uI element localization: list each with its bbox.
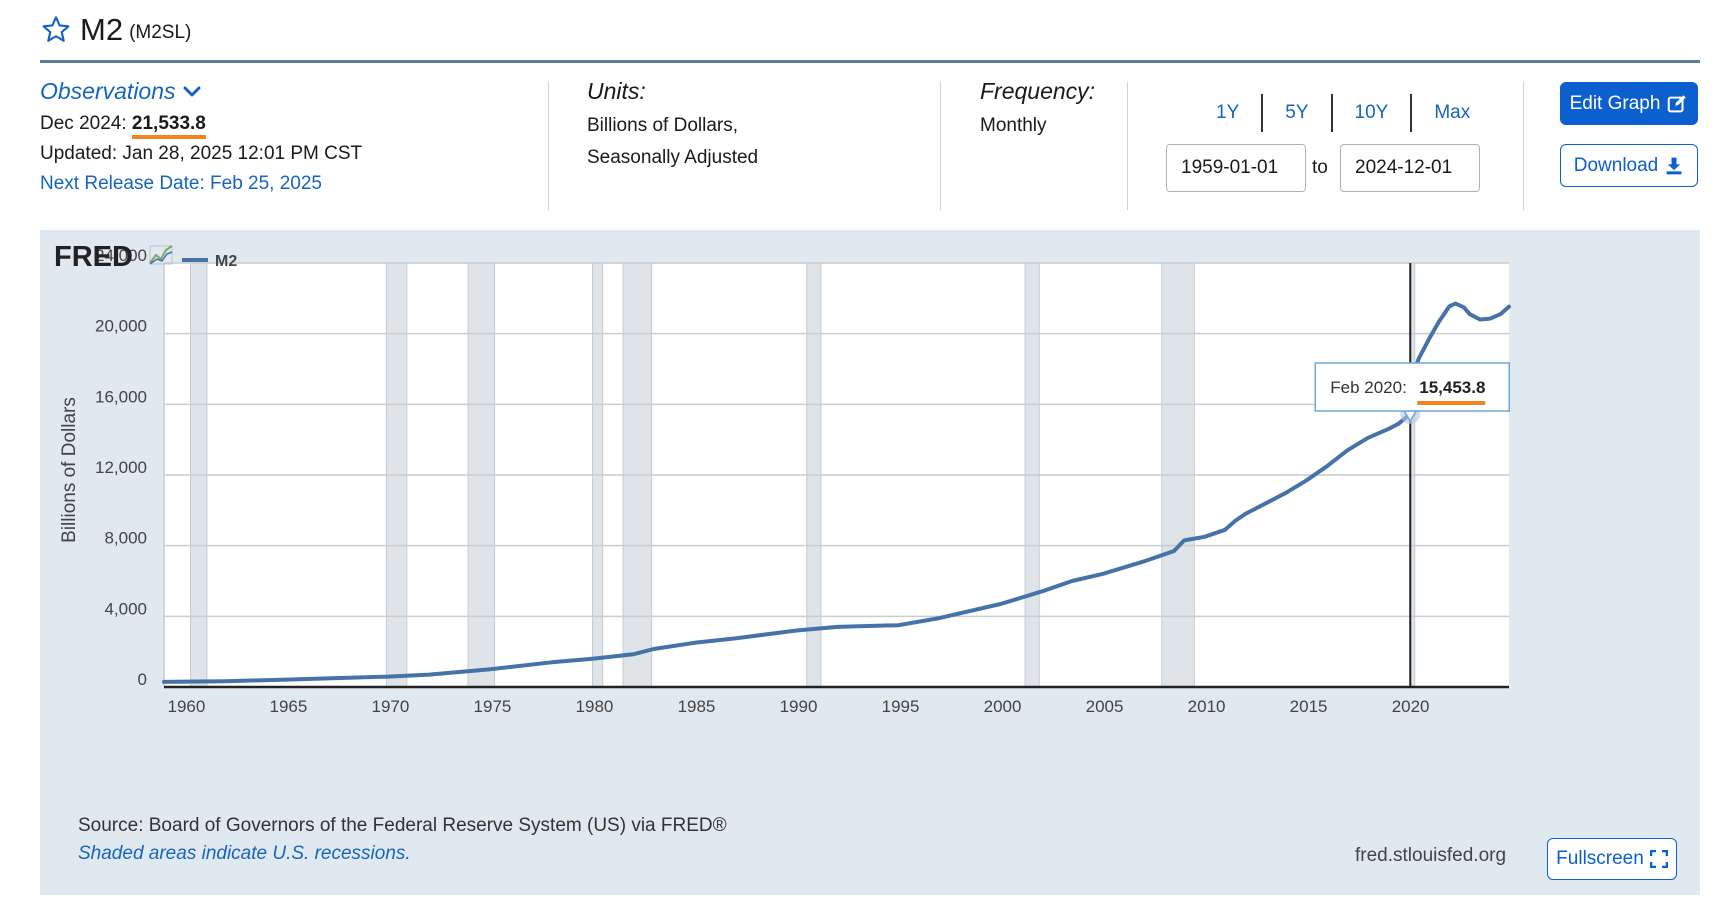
chart-panel: 0 4,000 8,000 12,000 16,000 20,000 24,000 1960… — [40, 230, 1700, 895]
x-tick-label: 2010 — [1188, 697, 1226, 716]
observations-panel: Observations Dec 2024: 21,533.8 Updated:… — [40, 78, 362, 195]
x-tick-label: 1965 — [270, 697, 308, 716]
source-note: Source: Board of Governors of the Federa… — [78, 815, 727, 836]
x-tick-label: 1990 — [780, 697, 818, 716]
range-separator — [1410, 94, 1413, 132]
legend: FRED M2 — [54, 241, 237, 273]
y-tick-label: 4,000 — [104, 599, 147, 618]
y-tick-label: 8,000 — [104, 529, 147, 548]
y-axis-label: Billions of Dollars — [59, 397, 80, 543]
latest-value: 21,533.8 — [131, 113, 206, 139]
latest-observation: Dec 2024: 21,533.8 — [40, 113, 362, 139]
to-label: to — [1312, 157, 1328, 178]
range-1y-button[interactable]: 1Y — [1216, 102, 1240, 123]
y-tick-label: 24,000 — [95, 246, 147, 265]
start-date-input[interactable] — [1166, 144, 1306, 192]
tooltip-underline — [1417, 401, 1486, 405]
units-label: Units: — [587, 78, 646, 104]
series-title: M2 (M2SL) — [40, 10, 191, 50]
next-release-link[interactable]: Next Release Date: Feb 25, 2025 — [40, 173, 323, 194]
divider — [548, 82, 549, 210]
range-5y-button[interactable]: 5Y — [1285, 102, 1309, 123]
updated-date: Updated: Jan 28, 2025 12:01 PM CST — [40, 143, 363, 164]
x-axis-ticks: 1960 1965 1970 1975 1980 1985 1990 1995 2000 2005… — [167, 697, 1429, 716]
fred-logo-graph-icon — [149, 245, 173, 265]
x-tick-label: 1960 — [167, 697, 205, 716]
edit-icon — [1668, 94, 1687, 112]
units-line-2: Seasonally Adjusted — [587, 147, 759, 168]
series-name: M2 — [80, 12, 124, 47]
end-date-input[interactable] — [1340, 144, 1480, 192]
grid-lines — [163, 262, 1509, 689]
range-buttons: 1Y 5Y 10Y Max — [1194, 94, 1492, 132]
x-tick-label: 2000 — [984, 697, 1022, 716]
m2-line-chart[interactable]: 0 4,000 8,000 12,000 16,000 20,000 24,000 1960… — [40, 230, 1700, 895]
x-tick-label: 2020 — [1392, 697, 1430, 716]
recession-note-link[interactable]: Shaded areas indicate U.S. recessions. — [78, 843, 411, 864]
x-tick-label: 1985 — [678, 697, 716, 716]
divider — [940, 82, 941, 210]
y-tick-label: 16,000 — [95, 387, 147, 406]
latest-period: Dec 2024: — [40, 113, 127, 134]
download-label: Download — [1573, 154, 1659, 176]
y-axis-ticks: 0 4,000 8,000 12,000 16,000 20,000 24,000 — [95, 246, 147, 689]
x-tick-label: 1975 — [474, 697, 512, 716]
download-icon — [1666, 157, 1682, 174]
x-tick-label: 2005 — [1086, 697, 1124, 716]
tooltip-group: Feb 2020: 15,453.8 — [1314, 263, 1510, 687]
fullscreen-icon — [1649, 850, 1668, 868]
tooltip-value: 15,453.8 — [1419, 378, 1485, 397]
tooltip-label: Feb 2020: — [1330, 378, 1407, 397]
m2-series-line[interactable] — [162, 301, 1511, 684]
edit-graph-button[interactable]: Edit Graph — [1560, 82, 1698, 125]
range-max-button[interactable]: Max — [1434, 102, 1471, 123]
x-tick-label: 1970 — [372, 697, 410, 716]
chevron-down-icon — [183, 86, 201, 96]
fred-url: fred.stlouisfed.org — [1355, 845, 1507, 866]
y-tick-label: 20,000 — [95, 317, 147, 336]
frequency-panel: Frequency: Monthly — [980, 78, 1095, 137]
fred-logo: FRED — [54, 241, 133, 273]
edit-graph-label: Edit Graph — [1569, 92, 1661, 114]
range-10y-button[interactable]: 10Y — [1354, 102, 1389, 123]
units-panel: Units: Billions of Dollars, Seasonally A… — [587, 78, 758, 169]
range-separator — [1330, 94, 1333, 132]
series-id: (M2SL) — [129, 22, 192, 43]
x-tick-label: 2015 — [1290, 697, 1328, 716]
star-icon[interactable] — [40, 14, 72, 46]
y-tick-label: 12,000 — [95, 458, 147, 477]
x-tick-label: 1995 — [882, 697, 920, 716]
units-line-1: Billions of Dollars, — [587, 115, 738, 136]
x-tick-label: 1980 — [576, 697, 614, 716]
y-tick-label: 0 — [138, 670, 147, 689]
divider — [1127, 82, 1128, 210]
divider — [1523, 82, 1524, 210]
legend-label: M2 — [215, 253, 237, 270]
fullscreen-label: Fullscreen — [1556, 848, 1644, 869]
range-separator — [1261, 94, 1264, 132]
fullscreen-button[interactable]: Fullscreen — [1547, 838, 1677, 880]
series-group — [162, 301, 1511, 684]
title-divider — [40, 60, 1700, 63]
download-button[interactable]: Download — [1560, 144, 1698, 187]
frequency-label: Frequency: — [980, 78, 1096, 104]
frequency-value: Monthly — [980, 115, 1047, 136]
observations-toggle[interactable]: Observations — [40, 78, 362, 105]
observations-label: Observations — [40, 78, 176, 104]
